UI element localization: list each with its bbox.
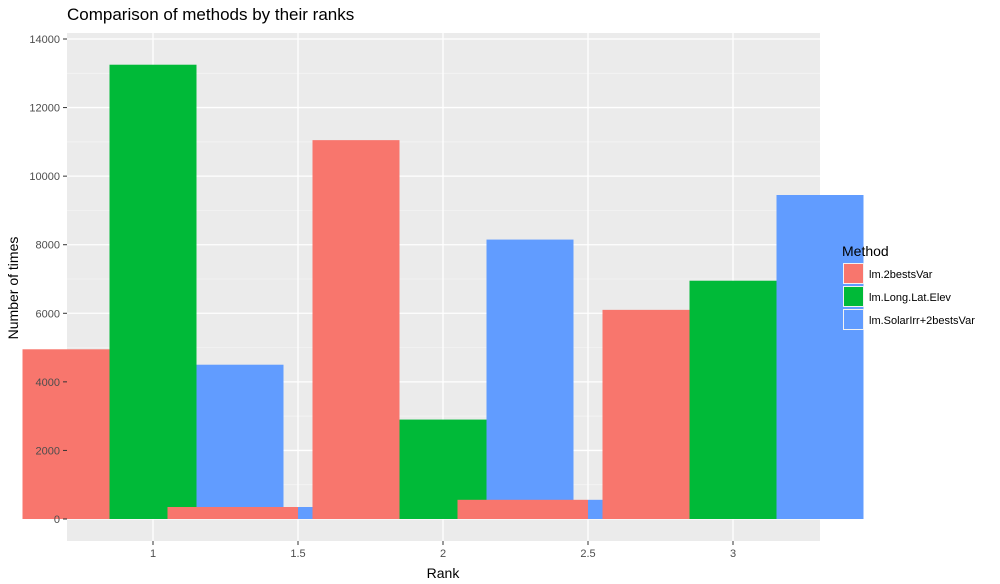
- y-tick-label: 8000: [36, 240, 60, 252]
- x-tick-label: 1: [150, 548, 156, 560]
- y-tick-label: 4000: [36, 377, 60, 389]
- x-axis-title: Rank: [427, 565, 461, 581]
- bar-lm.SolarIrr+2bestsVar-rank-3: [776, 195, 864, 519]
- bar-lm.SolarIrr+2bestsVar-rank-1: [196, 364, 284, 519]
- y-tick-label: 0: [54, 514, 60, 526]
- bar-lm.2bestsVar-rank-3: [602, 309, 690, 519]
- legend-label-lm.Long.Lat.Elev: lm.Long.Lat.Elev: [869, 292, 951, 304]
- x-tick-label: 3: [730, 548, 736, 560]
- bars: [22, 64, 864, 520]
- y-tick-label: 6000: [36, 308, 60, 320]
- x-axis: 1 1.5 2 2.5 3: [150, 541, 736, 560]
- y-tick-label: 10000: [29, 171, 60, 183]
- legend-swatch-lm.2bestsVar: [844, 264, 863, 283]
- bar-lm.2bestsVar-rank-2.5: [457, 499, 588, 519]
- legend-label-lm.SolarIrr+2bestsVar: lm.SolarIrr+2bestsVar: [869, 315, 975, 327]
- bar-lm.Long.Lat.Elev-rank-3: [689, 280, 777, 519]
- y-axis-title: Number of times: [5, 237, 21, 340]
- legend: Method lm.2bestsVar lm.Long.Lat.Elev lm.So…: [842, 243, 975, 330]
- x-tick-label: 2.5: [580, 548, 595, 560]
- bar-lm.2bestsVar-rank-1.5: [167, 507, 298, 519]
- bar-lm.Long.Lat.Elev-rank-1: [109, 64, 197, 519]
- x-tick-label: 1.5: [290, 548, 305, 560]
- bar-lm.2bestsVar-rank-1: [22, 349, 110, 519]
- bar-lm.SolarIrr+2bestsVar-rank-2: [486, 239, 574, 520]
- legend-swatch-lm.SolarIrr+2bestsVar: [844, 310, 863, 329]
- y-tick-label: 12000: [29, 103, 60, 115]
- bar-lm.2bestsVar-rank-2: [312, 140, 400, 519]
- legend-label-lm.2bestsVar: lm.2bestsVar: [869, 269, 933, 281]
- legend-swatch-lm.Long.Lat.Elev: [844, 287, 863, 306]
- x-tick-label: 2: [440, 548, 446, 560]
- y-tick-label: 14000: [29, 34, 60, 46]
- y-tick-label: 2000: [36, 445, 60, 457]
- legend-title: Method: [842, 243, 889, 259]
- chart-title: Comparison of methods by their ranks: [67, 5, 354, 24]
- y-axis: 0 2000 4000 6000 8000 10000 12000 14000: [29, 34, 67, 526]
